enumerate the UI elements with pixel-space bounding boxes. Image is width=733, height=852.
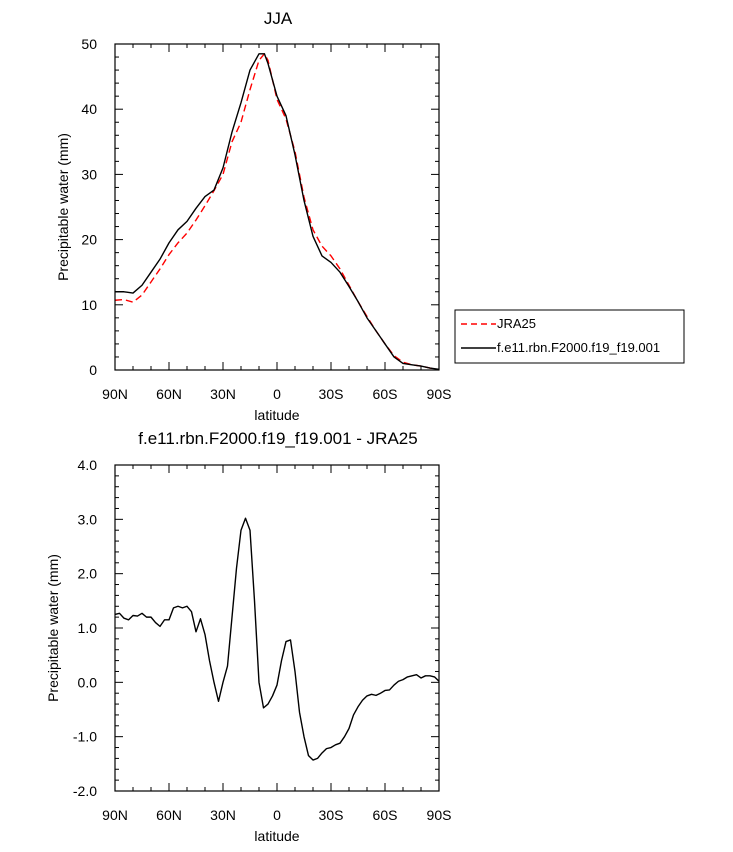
bottom-x-tick-label: 30N	[210, 807, 236, 823]
top-y-tick-label: 30	[81, 166, 97, 182]
bottom-y-tick-label: 4.0	[78, 457, 98, 473]
top-x-tick-label: 90N	[102, 386, 128, 402]
top-y-tick-label: 40	[81, 101, 97, 117]
bottom-y-tick-label: 2.0	[78, 566, 98, 582]
top-y-tick-label: 0	[89, 362, 97, 378]
legend-model-label: f.e11.rbn.F2000.f19_f19.001	[497, 340, 660, 355]
top-chart-title: JJA	[264, 9, 293, 28]
top-y-axis-label: Precipitable water (mm)	[55, 133, 71, 281]
top-series-line-0	[114, 53, 440, 371]
legend-jra25-label: JRA25	[497, 316, 536, 331]
top-y-tick-label: 10	[81, 297, 97, 313]
top-plot-frame	[114, 43, 440, 371]
bottom-x-tick-label: 90S	[427, 807, 452, 823]
bottom-x-tick-label: 60S	[373, 807, 398, 823]
top-x-tick-label: 30S	[319, 386, 344, 402]
bottom-panel: f.e11.rbn.F2000.f19_f19.001 - JRA25 90N 6…	[45, 429, 451, 844]
top-x-axis-label: latitude	[254, 407, 299, 423]
bottom-x-tick-label: 90N	[102, 807, 128, 823]
top-x-tick-label: 60N	[156, 386, 182, 402]
bottom-y-tick-label: -2.0	[73, 783, 97, 799]
legend-box	[454, 309, 685, 364]
bottom-plot-frame	[114, 464, 440, 792]
bottom-y-tick-label: -1.0	[73, 729, 97, 745]
bottom-y-tick-label: 3.0	[78, 511, 98, 527]
top-x-tick-label: 60S	[373, 386, 398, 402]
bottom-y-axis-label: Precipitable water (mm)	[45, 554, 61, 702]
bottom-x-tick-label: 60N	[156, 807, 182, 823]
bottom-series-line-0	[114, 517, 440, 761]
top-y-tick-label: 50	[81, 36, 97, 52]
bottom-x-tick-label: 0	[273, 807, 281, 823]
top-series-line-1	[115, 53, 440, 371]
bottom-chart-title: f.e11.rbn.F2000.f19_f19.001 - JRA25	[138, 429, 417, 448]
bottom-y-tick-label: 0.0	[78, 674, 98, 690]
top-panel: JJA 90N 60N 30N 0 30S 60S 90S 0 10 20 30 40 50 latit…	[55, 9, 685, 423]
legend: JRA25 f.e11.rbn.F2000.f19_f19.001	[454, 309, 685, 364]
bottom-x-tick-label: 30S	[319, 807, 344, 823]
top-y-tick-label: 20	[81, 232, 97, 248]
bottom-x-axis-label: latitude	[254, 828, 299, 844]
bottom-y-tick-label: 1.0	[78, 620, 98, 636]
top-x-tick-label: 0	[273, 386, 281, 402]
top-x-tick-label: 90S	[427, 386, 452, 402]
top-x-tick-label: 30N	[210, 386, 236, 402]
